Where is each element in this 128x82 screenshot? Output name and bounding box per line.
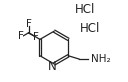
Text: F: F	[18, 31, 24, 41]
Text: F: F	[26, 19, 31, 29]
Text: NH₂: NH₂	[90, 54, 110, 64]
Text: F: F	[33, 32, 39, 42]
Text: N: N	[48, 60, 56, 72]
Text: HCl: HCl	[75, 3, 95, 16]
Text: HCl: HCl	[80, 22, 100, 35]
